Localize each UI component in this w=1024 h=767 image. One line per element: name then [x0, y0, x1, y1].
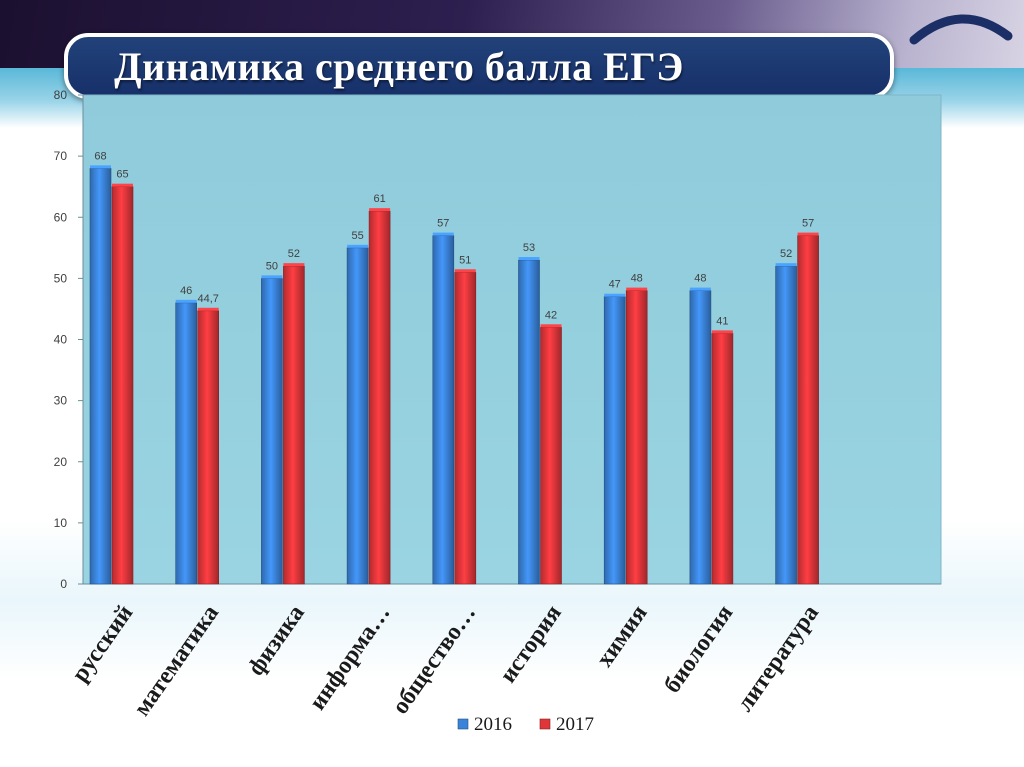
bar-top-2016	[604, 293, 626, 297]
bar-2017	[625, 290, 648, 585]
bar-2017	[283, 265, 305, 585]
data-label-2017: 41	[716, 315, 728, 327]
legend-label-2016: 2016	[474, 714, 512, 735]
bar-top-2016	[175, 299, 197, 303]
y-tick-label: 60	[54, 210, 68, 224]
data-label-2017: 61	[373, 193, 385, 205]
bar-top-2017	[197, 307, 219, 311]
category-label: физика	[243, 601, 310, 681]
bar-2016	[689, 290, 712, 585]
bar-2017	[797, 235, 819, 585]
bar-top-2016	[775, 263, 797, 267]
bar-top-2016	[518, 257, 540, 261]
y-tick-label: 0	[60, 577, 67, 591]
y-tick-label: 40	[54, 333, 68, 347]
bar-2017	[711, 333, 734, 585]
bar-top-2016	[689, 287, 711, 291]
legend-swatch-2017	[539, 718, 551, 730]
y-tick-label: 70	[54, 149, 68, 163]
legend-swatch-2016	[457, 718, 469, 730]
data-label-2016: 52	[780, 248, 792, 260]
bar-top-2017	[454, 269, 476, 273]
y-tick-label: 30	[54, 394, 68, 408]
y-tick-label: 20	[54, 455, 68, 469]
y-tick-label: 50	[54, 271, 68, 285]
bar-2016	[775, 265, 797, 585]
data-label-2016: 68	[94, 150, 106, 162]
category-label: математика	[129, 601, 224, 721]
bar-top-2016	[347, 244, 369, 248]
data-label-2016: 53	[523, 242, 535, 254]
bar-top-2016	[90, 165, 111, 169]
bar-top-2017	[369, 208, 391, 212]
bar-top-2017	[540, 324, 562, 328]
bar-2016	[175, 302, 197, 585]
category-label: биология	[659, 601, 738, 698]
data-label-2017: 42	[545, 309, 557, 321]
page-title: Динамика среднего балла ЕГЭ	[114, 43, 684, 89]
data-label-2017: 51	[459, 254, 471, 266]
data-label-2017: 57	[802, 218, 814, 230]
bar-2016	[261, 278, 283, 585]
data-label-2017: 52	[288, 248, 300, 260]
bar-2016	[346, 247, 369, 585]
bar-2017	[454, 271, 477, 585]
category-label: информа…	[305, 601, 396, 715]
category-label: общество…	[387, 601, 481, 719]
bar-top-2017	[797, 232, 819, 236]
bar-top-2017	[112, 183, 133, 187]
bar-2017	[368, 210, 391, 585]
legend-label-2017: 2017	[556, 714, 594, 735]
bar-2017	[540, 326, 562, 585]
data-label-2016: 55	[351, 230, 363, 242]
bar-2016	[432, 235, 455, 585]
category-label: литература	[732, 601, 824, 717]
data-label-2016: 57	[437, 218, 449, 230]
bar-top-2017	[283, 263, 305, 267]
data-label-2017: 44,7	[197, 293, 218, 305]
bar-top-2017	[626, 287, 648, 291]
category-label: русский	[67, 600, 138, 686]
y-tick-label: 10	[54, 516, 68, 530]
bar-top-2016	[261, 275, 283, 279]
bar-2016	[603, 296, 626, 585]
bar-top-2017	[711, 330, 733, 334]
bar-top-2016	[432, 232, 454, 236]
category-label: химия	[592, 601, 653, 672]
arc-icon	[909, 14, 1013, 45]
category-label: история	[495, 601, 567, 688]
bar-2017	[111, 186, 134, 585]
bar-2016	[89, 168, 112, 585]
data-label-2016: 47	[609, 279, 621, 291]
data-label-2016: 46	[180, 285, 192, 297]
data-label-2016: 48	[694, 273, 706, 285]
bar-2017	[197, 310, 219, 585]
data-label-2016: 50	[266, 260, 278, 272]
y-tick-label: 80	[54, 88, 68, 102]
data-label-2017: 65	[116, 169, 128, 181]
bar-2016	[518, 259, 540, 585]
data-label-2017: 48	[631, 273, 643, 285]
